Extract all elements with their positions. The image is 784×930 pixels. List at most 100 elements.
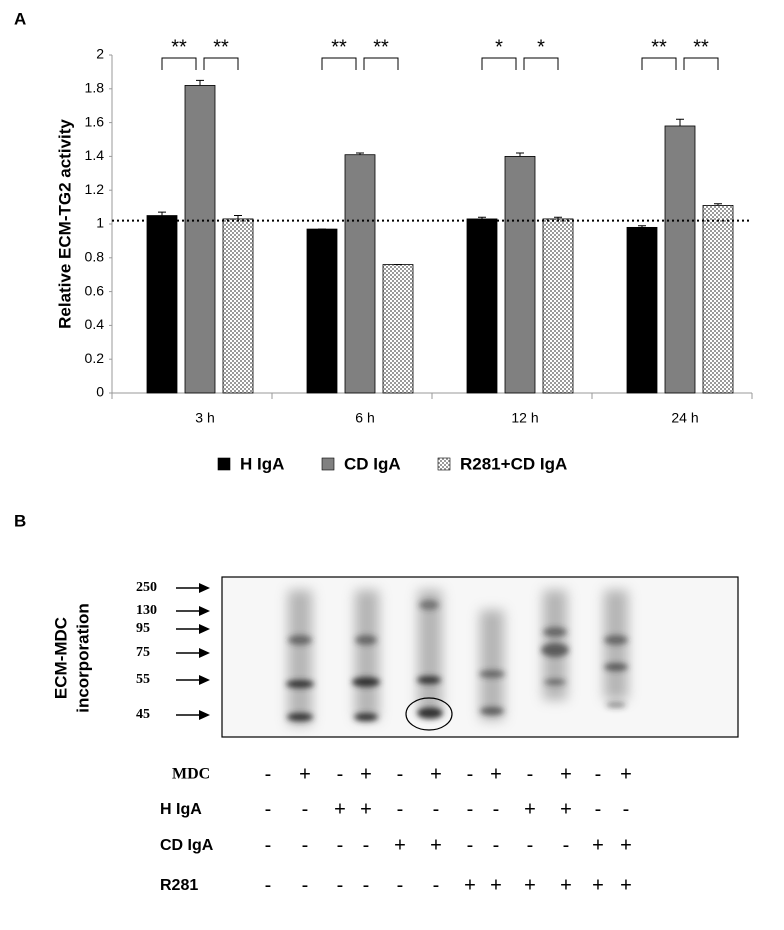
marker-label: 250 [136,580,157,595]
condition-mark: - [527,763,534,785]
legend-label: H IgA [240,454,284,473]
y-tick-label: 0.8 [85,249,105,265]
condition-mark: + [464,874,476,896]
significance-label: ** [373,36,389,58]
x-tick-label: 3 h [195,410,214,426]
marker-arrowhead [199,624,210,634]
condition-mark: - [397,763,404,785]
significance-label: * [495,36,503,58]
legend-label: R281+CD IgA [460,454,567,473]
marker-label: 45 [136,707,150,722]
significance-bracket [481,57,517,70]
marker-arrowhead [199,675,210,685]
y-tick-label: 0.6 [85,282,105,298]
condition-mark: + [430,834,442,856]
condition-mark: - [337,763,344,785]
significance-label: ** [331,36,347,58]
bar [306,228,338,394]
condition-mark: + [560,874,572,896]
bar [382,264,414,394]
y-tick-label: 1.6 [85,113,105,129]
y-tick-label: 1.2 [85,181,105,197]
significance-bracket [161,57,197,70]
bar [626,226,658,394]
condition-mark: - [302,834,309,856]
condition-mark: - [337,834,344,856]
condition-mark: - [493,798,500,820]
significance-bracket [203,57,239,70]
bar [344,154,376,394]
condition-mark: + [490,874,502,896]
row-label: CD IgA [160,837,214,854]
marker-arrowhead [199,606,210,616]
blot-label: incorporation [73,603,92,713]
y-tick-label: 1 [96,215,104,231]
significance-bracket [363,57,399,70]
row-label: R281 [160,877,198,894]
error-bar [158,211,166,216]
error-bar [676,118,684,126]
marker-arrowhead [199,648,210,658]
condition-mark: - [595,763,602,785]
error-bar [714,203,722,206]
bar [184,85,216,394]
row-label: H IgA [160,801,202,818]
condition-mark: - [623,798,630,820]
legend-swatch [437,457,451,471]
y-axis-label: Relative ECM-TG2 activity [55,119,74,329]
error-bar [356,152,364,155]
condition-mark: - [363,874,370,896]
condition-mark: - [467,834,474,856]
error-bar [234,215,242,219]
panel-label: B [14,511,26,530]
legend-swatch [321,457,335,471]
marker-label: 130 [136,603,157,618]
condition-mark: + [334,798,346,820]
row-label: MDC [172,766,210,783]
significance-bracket [683,57,719,70]
condition-mark: + [560,763,572,785]
condition-mark: + [394,834,406,856]
condition-mark: - [467,763,474,785]
condition-mark: - [595,798,602,820]
significance-label: ** [693,36,709,58]
condition-mark: + [490,763,502,785]
condition-mark: - [265,874,272,896]
condition-mark: + [299,763,311,785]
y-tick-label: 0.2 [85,350,105,366]
marker-label: 75 [136,645,150,660]
condition-mark: + [524,798,536,820]
condition-mark: - [467,798,474,820]
y-tick-label: 1.4 [85,147,105,163]
condition-mark: + [592,834,604,856]
error-bar [478,216,486,219]
condition-mark: + [360,798,372,820]
legend-swatch [217,457,231,471]
condition-mark: + [524,874,536,896]
bar [504,155,536,394]
condition-mark: - [527,834,534,856]
significance-bracket [523,57,559,70]
x-tick-label: 24 h [671,410,698,426]
condition-mark: - [397,798,404,820]
condition-mark: + [620,874,632,896]
legend-label: CD IgA [344,454,401,473]
condition-mark: - [337,874,344,896]
y-tick-label: 0.4 [85,316,105,332]
significance-bracket [321,57,357,70]
error-bar [554,216,562,219]
x-tick-label: 12 h [511,410,538,426]
significance-label: ** [651,36,667,58]
bar [146,215,178,394]
y-tick-label: 1.8 [85,80,105,96]
blot-label: ECM-MDC [51,617,70,699]
condition-mark: - [433,798,440,820]
condition-mark: - [493,834,500,856]
condition-mark: - [433,874,440,896]
panel-label: A [14,9,26,28]
condition-mark: - [265,763,272,785]
condition-mark: - [397,874,404,896]
condition-mark: - [563,834,570,856]
significance-bracket [641,57,677,70]
bar [702,205,734,394]
